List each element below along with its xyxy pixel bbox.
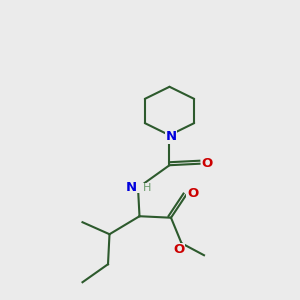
Text: H: H [136, 183, 152, 193]
Text: O: O [201, 157, 213, 170]
Text: O: O [173, 243, 184, 256]
Text: O: O [187, 187, 198, 200]
Text: N: N [125, 181, 136, 194]
Text: N: N [165, 130, 177, 143]
